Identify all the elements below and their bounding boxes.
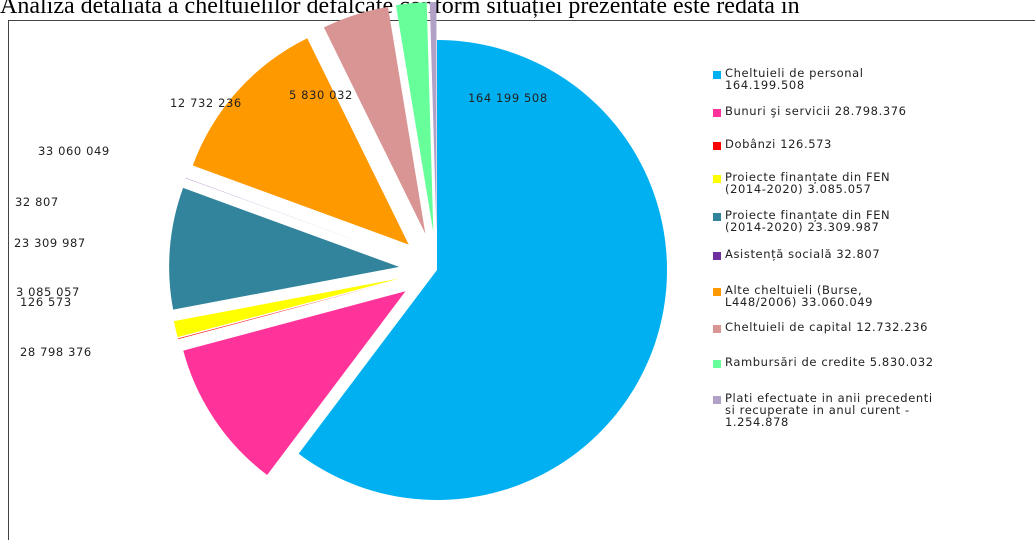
legend-item-7: Cheltuieli de capital 12.732.236: [713, 321, 1025, 333]
legend-label-1: Bunuri şi servicii 28.798.376: [725, 104, 907, 118]
legend-item-1: Bunuri şi servicii 28.798.376: [713, 105, 1025, 117]
legend-swatch-6: [713, 288, 721, 296]
legend-label-0: Cheltuieli de personal 164.199.508: [725, 66, 864, 92]
legend-label-9: Plati efectuate in anii precedenti si re…: [725, 391, 933, 429]
slice-data-label-7: 12 732 236: [170, 96, 242, 110]
slice-data-label-6: 33 060 049: [38, 144, 110, 158]
pie-slice-7: [323, 6, 426, 234]
legend-label-5: Asistență socială 32.807: [725, 247, 881, 261]
legend-label-4: Proiecte finanțate din FEN (2014-2020) 2…: [725, 208, 891, 234]
legend-item-4: Proiecte finanțate din FEN (2014-2020) 2…: [713, 209, 1025, 233]
slice-data-label-4: 23 309 987: [14, 236, 86, 250]
slice-data-label-2: 126 573: [20, 295, 72, 309]
pie-slice-4: [169, 187, 400, 310]
legend-label-2: Dobânzi 126.573: [725, 137, 832, 151]
legend-label-7: Cheltuieli de capital 12.732.236: [725, 320, 929, 334]
legend-item-0: Cheltuieli de personal 164.199.508: [713, 67, 1025, 91]
legend-swatch-3: [713, 175, 721, 183]
legend-swatch-8: [713, 360, 721, 368]
pie-slice-5: [185, 177, 402, 257]
legend-label-3: Proiecte finanțate din FEN (2014-2020) 3…: [725, 170, 891, 196]
legend-item-5: Asistență socială 32.807: [713, 248, 1025, 260]
slice-data-label-1: 28 798 376: [20, 345, 92, 359]
pie-slice-1: [183, 291, 406, 475]
slice-data-label-5: 32 807: [15, 195, 59, 209]
legend-item-2: Dobânzi 126.573: [713, 138, 1025, 150]
slice-data-label-3: 3 085 057: [16, 285, 80, 299]
slice-data-label-8: 5 830 032: [289, 88, 353, 102]
legend-item-9: Plati efectuate in anii precedenti si re…: [713, 392, 1025, 428]
legend-swatch-0: [713, 71, 721, 79]
pie-slice-2: [177, 279, 401, 340]
legend-item-8: Rambursări de credite 5.830.032: [713, 356, 1025, 368]
pie-slice-6: [192, 38, 409, 245]
pie-slice-9: [429, 2, 437, 233]
legend-swatch-9: [713, 396, 721, 404]
legend-swatch-2: [713, 142, 721, 150]
legend-label-6: Alte cheltuieli (Burse, L448/2006) 33.06…: [725, 283, 874, 309]
legend-swatch-1: [713, 109, 721, 117]
pie-slice-8: [395, 2, 434, 233]
legend-swatch-4: [713, 213, 721, 221]
slice-data-label-0: 164 199 508: [468, 91, 548, 105]
legend-item-3: Proiecte finanțate din FEN (2014-2020) 3…: [713, 171, 1025, 195]
pie-slice-3: [173, 278, 400, 338]
legend-swatch-7: [713, 325, 721, 333]
legend-swatch-5: [713, 252, 721, 260]
pie-slice-0: [298, 40, 667, 500]
legend-item-6: Alte cheltuieli (Burse, L448/2006) 33.06…: [713, 284, 1025, 308]
chart-frame: [8, 20, 1035, 540]
legend-label-8: Rambursări de credite 5.830.032: [725, 355, 934, 369]
